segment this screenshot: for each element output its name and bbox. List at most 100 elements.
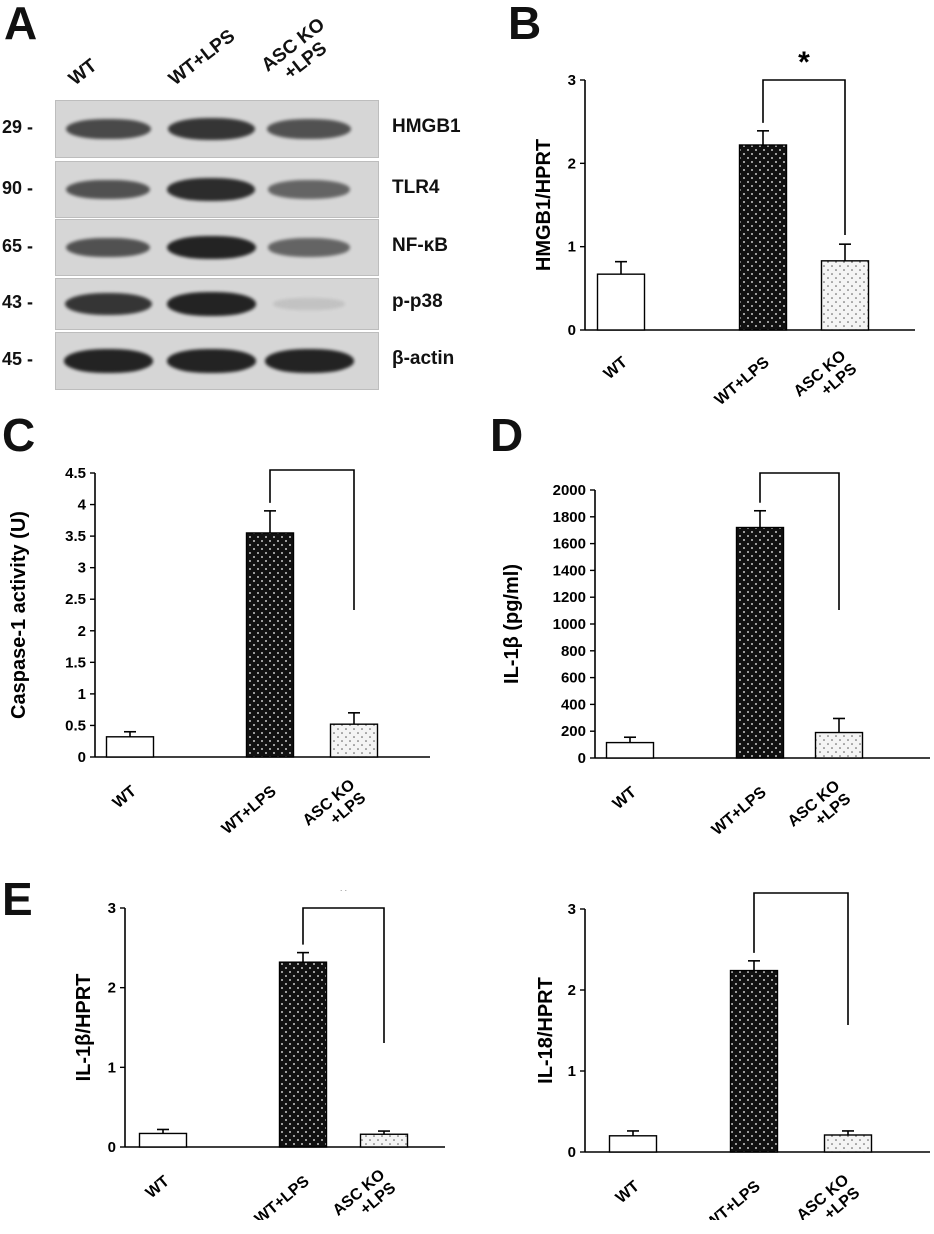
significance-star: * [338,890,350,907]
bar-wt [596,273,646,331]
x-category-label: ASC KO+LPS [785,777,855,830]
y-tick-label: 1 [108,1059,116,1076]
y-tick-label: 2.5 [65,591,86,608]
blot-band [167,178,255,201]
blot-band [166,292,256,316]
significance-bracket [759,472,840,610]
bar-wt [138,1132,188,1148]
y-tick-label: 0 [568,322,576,339]
western-blot-panel: WT WT+LPS ASC KO +LPS 29 - HMGB1 90 - TLR4 65 - N… [0,0,470,400]
bar-wt-lps [729,969,779,1153]
blot-band [264,349,354,373]
x-category-label: WT+LPS [709,784,770,839]
x-category-label: ASC KO+LPS [791,347,861,400]
chart-il18-hprt: 0 1 2 3 IL-18/HPRT * WT WT+LPS ASC KO+LPS [535,890,930,1220]
blot-band [66,179,150,200]
y-tick-label: 2 [78,623,86,640]
y-tick-label: 1 [568,1063,576,1080]
y-axis-label: HMGB1/HPRT [533,139,555,271]
y-tick-label: 0 [568,1144,576,1161]
blot-band [166,235,256,260]
significance-star: * [794,470,806,472]
y-tick-label: 4 [78,497,87,514]
blot-lane-label: ASC KO +LPS [258,14,341,92]
y-tick-label: 800 [561,643,586,660]
bar-asc-ko-lps [359,1133,409,1148]
blot-molecular-weight: 65 - [2,235,34,256]
y-tick-label: 2 [568,982,576,999]
y-tick-label: 0 [108,1139,116,1156]
panel-letter-e: E [2,873,33,925]
x-category-label: WT+LPS [712,354,773,409]
x-category-label: WT+LPS [252,1173,313,1220]
bar-wt [608,1135,658,1153]
blot-lane-label: WT+LPS [165,26,239,90]
y-tick-label: 1600 [553,536,586,553]
bar-wt-lps [278,961,328,1148]
blot-lane-label-line: WT [65,55,102,90]
significance-bracket [302,907,385,1043]
blot-strip [55,278,379,330]
blot-band [167,118,255,140]
x-category-label: ASC KO+LPS [794,1171,864,1220]
x-category-label: ASC KO+LPS [300,776,370,829]
bar-wt-lps [735,526,785,759]
blot-strip [55,219,379,276]
bar-asc-ko-lps [329,723,379,758]
y-tick-label: 3 [568,72,576,89]
blot-molecular-weight: 90 - [2,177,34,198]
x-category-label: WT [143,1173,173,1202]
blot-band [64,293,152,315]
x-category-label: WT [110,783,140,812]
x-category-label-line: WT+LPS [712,354,773,409]
x-category-label-line: WT [143,1173,173,1202]
panel-letter-d: D [490,409,524,461]
bar-wt-lps [245,532,295,758]
y-tick-label: 1.5 [65,654,86,671]
bar-asc-ko-lps [820,260,870,331]
y-tick-label: 1200 [553,589,586,606]
y-tick-label: 400 [561,696,586,713]
chart-il1b-hprt: 0 1 2 3 IL-1β/HPRT * WT WT+LPS ASC KO+LPS [73,890,445,1220]
x-category-label-line: WT [601,354,631,383]
blot-band [267,119,351,139]
blot-molecular-weight: 43 - [2,292,34,312]
y-tick-label: 2 [108,980,116,997]
y-tick-label: 200 [561,723,586,740]
y-tick-label: 1 [568,239,576,256]
x-category-label: WT [610,784,640,813]
panel-letter-b: B [508,0,542,49]
blot-band [166,349,256,373]
bar-asc-ko-lps [814,731,864,759]
x-category-label: ASC KO+LPS [330,1166,400,1219]
y-tick-label: 1800 [553,509,586,526]
x-category-label: WT [613,1178,643,1207]
blot-molecular-weight: 45 - [2,349,34,369]
significance-star: * [798,46,810,79]
bar-wt [105,736,155,758]
x-category-label-line: WT+LPS [703,1178,764,1220]
y-tick-label: 1 [78,686,86,703]
y-tick-label: 3.5 [65,528,86,545]
blot-protein-label: p-p38 [392,291,443,312]
y-tick-label: 4.5 [65,465,86,482]
y-axis-label: IL-18/HPRT [535,977,557,1084]
blot-band [273,298,345,310]
y-axis-label: Caspase-1 activity (U) [8,511,30,719]
chart-caspase1-activity: 0 0.5 1 1.5 2 2.5 3 3.5 4 4.5 Caspase-1 activity (… [8,455,430,838]
blot-strip [55,161,379,218]
y-tick-label: 0 [78,749,86,766]
blot-molecular-weight: 29 - [2,117,34,137]
x-category-label: WT+LPS [219,783,280,838]
bar-asc-ko-lps [823,1134,873,1153]
y-tick-label: 3 [78,560,86,577]
bar-wt [605,741,655,759]
x-category-label-line: WT [110,783,140,812]
y-tick-label: 0 [578,750,586,767]
y-tick-label: 2 [568,155,576,172]
blot-band [65,118,151,140]
chart-il1b-pgml: 0 200 400 600 800 1000 1200 1400 1600 1800 2000 IL-… [501,470,930,839]
blot-protein-label: HMGB1 [392,116,461,137]
panel-letter-a: A [4,0,38,49]
